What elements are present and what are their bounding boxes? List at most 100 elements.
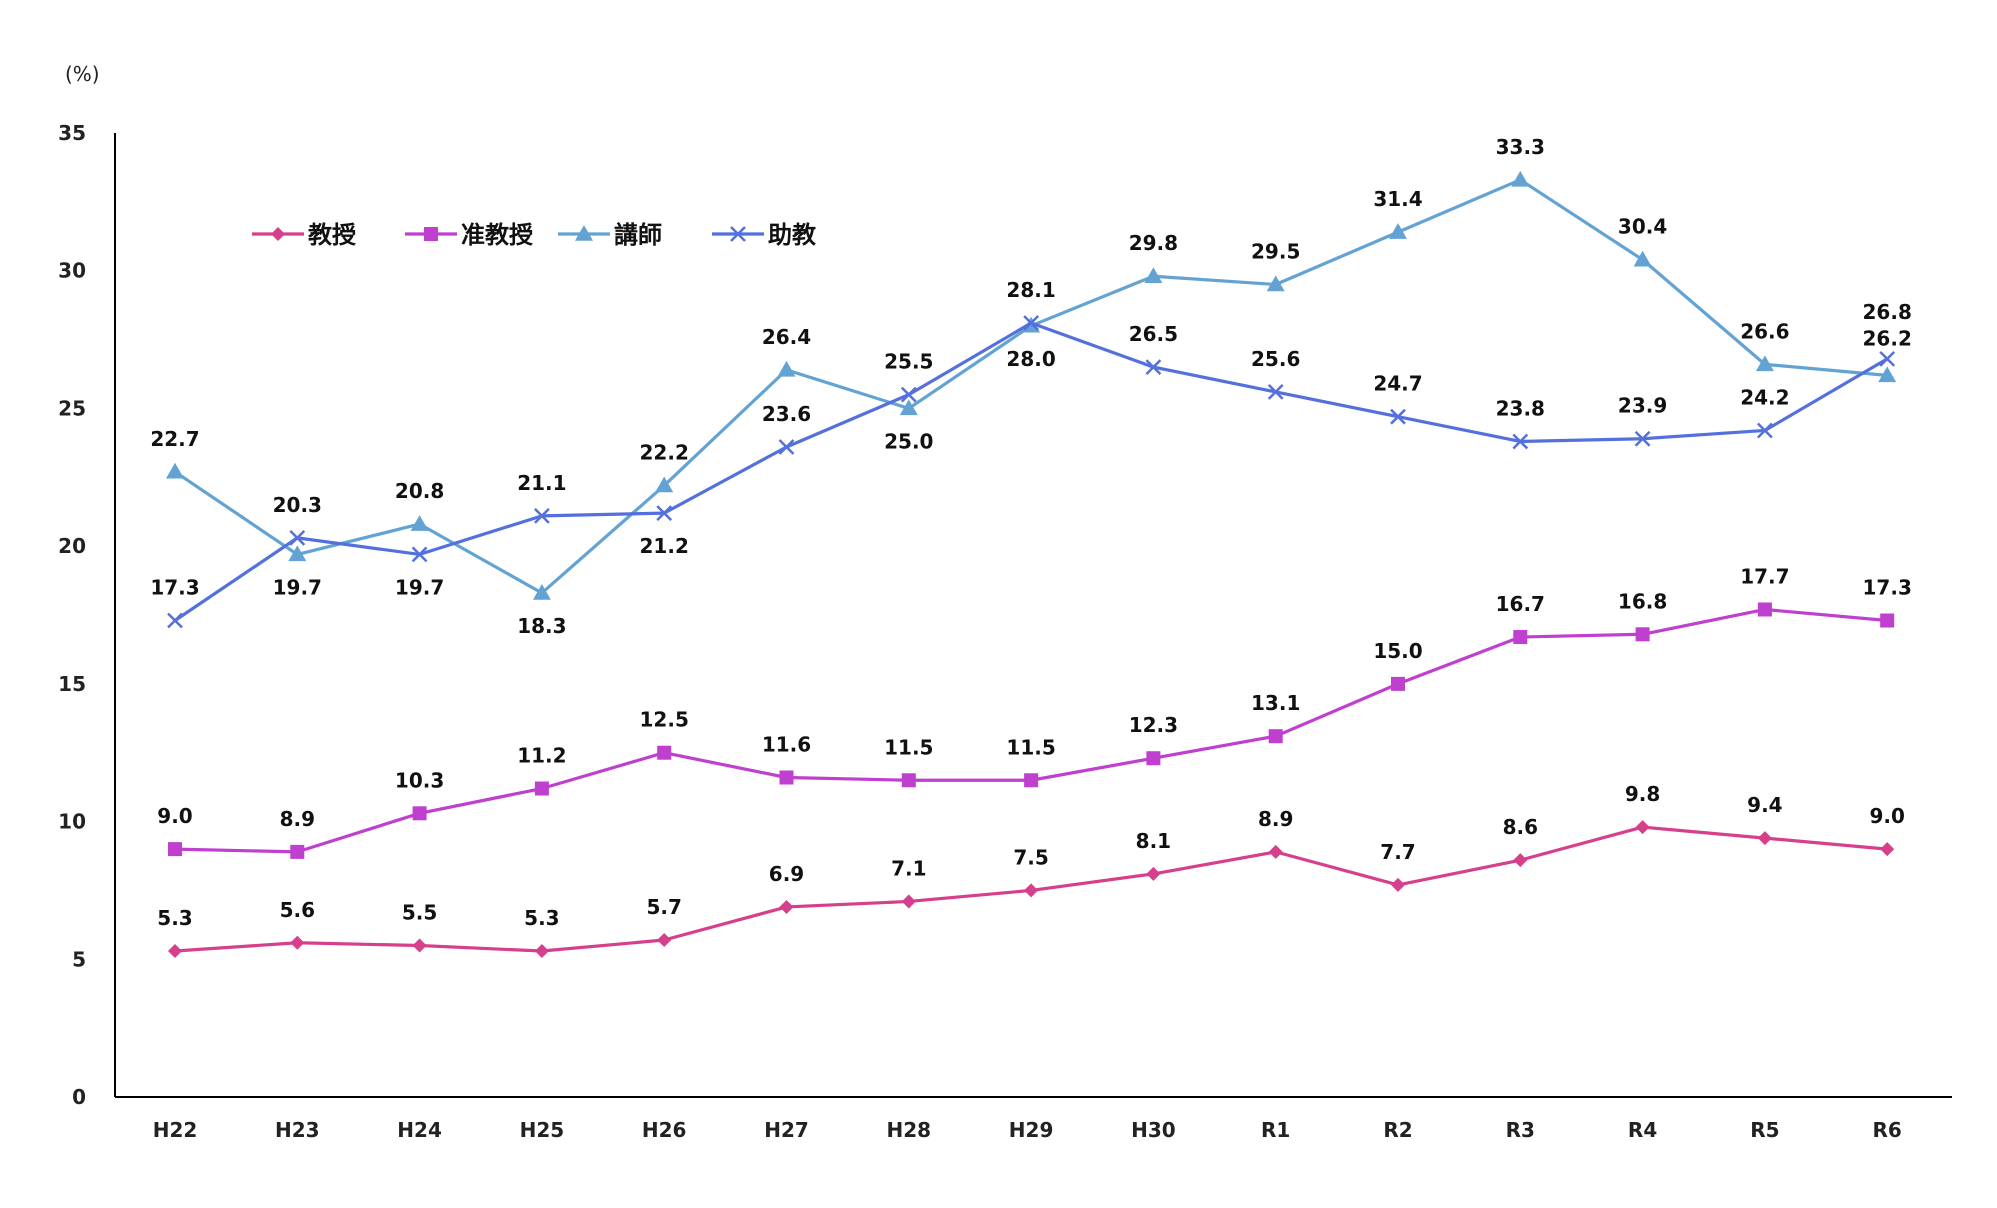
- data-label: 28.0: [1006, 347, 1055, 371]
- data-point: [1391, 877, 1405, 892]
- data-label: 5.3: [524, 906, 559, 930]
- y-tick-label: 30: [58, 259, 86, 283]
- data-label: 33.3: [1496, 135, 1545, 159]
- data-point: [657, 745, 672, 760]
- data-point: [1144, 267, 1163, 283]
- data-label: 26.6: [1740, 319, 1789, 343]
- data-point: [1023, 315, 1039, 331]
- data-point: [1757, 422, 1773, 439]
- data-label: 12.3: [1129, 713, 1178, 737]
- y-tick-label: 10: [58, 810, 86, 834]
- data-label: 26.4: [762, 325, 811, 349]
- data-point: [411, 546, 428, 563]
- data-label: 20.8: [395, 479, 444, 503]
- series-line: [174, 178, 1888, 595]
- data-point: [532, 583, 551, 600]
- data-labels-layer: 5.3 5.6 5.5 5.3 5.7 6.9 7.1 7.5 8.1 8.9 7.7 8.6 9.8 9…: [150, 135, 1912, 930]
- data-point: [412, 938, 427, 953]
- data-label: 7.5: [1013, 845, 1048, 869]
- data-point: [901, 894, 916, 909]
- data-point: [1145, 359, 1162, 375]
- data-label: 8.1: [1136, 829, 1171, 853]
- data-label: 21.2: [640, 534, 689, 558]
- x-axis-ticks: H22 H23 H24 H25 H26 H27 H28 H29 H30 R1 R2 R3 R4 R5 R6: [153, 1118, 1902, 1142]
- data-label: 12.5: [640, 708, 689, 732]
- data-point: [779, 899, 794, 914]
- data-label: 25.5: [884, 350, 933, 374]
- data-label: 19.7: [273, 575, 322, 599]
- data-label: 11.5: [1006, 735, 1055, 759]
- data-label: 8.9: [1258, 807, 1293, 831]
- legend-item: 准教授: [405, 221, 534, 249]
- y-axis-ticks: 0 5 10 15 20 25 30 35: [58, 121, 86, 1109]
- series-2: [168, 602, 1895, 859]
- data-point: [1634, 430, 1651, 447]
- data-point: [289, 529, 306, 546]
- data-point: [1511, 170, 1530, 187]
- data-point: [1635, 627, 1650, 642]
- data-point: [1879, 350, 1896, 367]
- data-label: 13.1: [1251, 691, 1300, 715]
- x-tick-label: H30: [1131, 1118, 1176, 1142]
- data-point: [534, 944, 549, 959]
- data-label: 5.7: [646, 895, 681, 919]
- data-point: [410, 515, 429, 531]
- data-label: 7.7: [1380, 840, 1415, 864]
- data-label: 16.8: [1618, 589, 1667, 613]
- data-point: [290, 844, 305, 859]
- data-point: [288, 545, 307, 562]
- data-label: 11.6: [762, 733, 811, 757]
- legend-label: 助教: [768, 221, 817, 249]
- data-point: [899, 399, 918, 416]
- data-point: [167, 612, 183, 629]
- series-4: [167, 315, 1896, 629]
- data-label: 23.6: [762, 402, 811, 426]
- x-tick-label: H29: [1009, 1118, 1054, 1142]
- legend-item: 教授: [252, 221, 357, 249]
- x-tick-label: R1: [1261, 1118, 1290, 1142]
- data-label: 5.5: [402, 901, 437, 925]
- data-label: 23.9: [1618, 394, 1667, 418]
- legend-label: 教授: [308, 221, 357, 249]
- data-label: 19.7: [395, 575, 444, 599]
- data-label: 24.2: [1740, 385, 1789, 409]
- legend-marker: [424, 227, 438, 241]
- data-point: [656, 505, 673, 521]
- data-label: 10.3: [395, 768, 444, 792]
- data-label: 31.4: [1373, 187, 1422, 211]
- legend-marker: [271, 227, 285, 241]
- x-tick-label: H26: [642, 1118, 687, 1142]
- data-point: [1755, 355, 1774, 372]
- legend-label: 准教授: [461, 221, 534, 249]
- data-point: [779, 770, 794, 785]
- data-point: [1512, 433, 1529, 450]
- data-label: 22.2: [640, 441, 689, 465]
- data-label: 11.2: [517, 744, 566, 768]
- data-point: [1146, 866, 1161, 881]
- data-point: [657, 933, 672, 948]
- y-tick-label: 15: [58, 672, 86, 696]
- data-point: [777, 360, 796, 377]
- data-label: 29.8: [1129, 231, 1178, 255]
- data-label: 9.4: [1747, 793, 1782, 817]
- data-label: 11.5: [884, 735, 933, 759]
- data-label: 16.7: [1496, 592, 1545, 616]
- x-tick-label: H28: [887, 1118, 932, 1142]
- data-label: 18.3: [517, 614, 566, 638]
- data-label: 8.9: [280, 807, 315, 831]
- data-point: [1024, 773, 1039, 788]
- data-point: [534, 507, 550, 524]
- data-point: [901, 773, 916, 788]
- data-label: 5.3: [157, 906, 192, 930]
- data-label: 23.8: [1496, 396, 1545, 420]
- data-label: 15.0: [1373, 639, 1422, 663]
- data-point: [1880, 842, 1895, 857]
- y-tick-label: 35: [58, 121, 86, 145]
- data-point: [1267, 384, 1284, 400]
- data-point: [1757, 831, 1772, 846]
- data-point: [1024, 883, 1039, 898]
- x-tick-label: R3: [1506, 1118, 1535, 1142]
- series-line: [174, 607, 1888, 854]
- legend-item: 講師: [558, 221, 662, 249]
- data-label: 8.6: [1503, 815, 1538, 839]
